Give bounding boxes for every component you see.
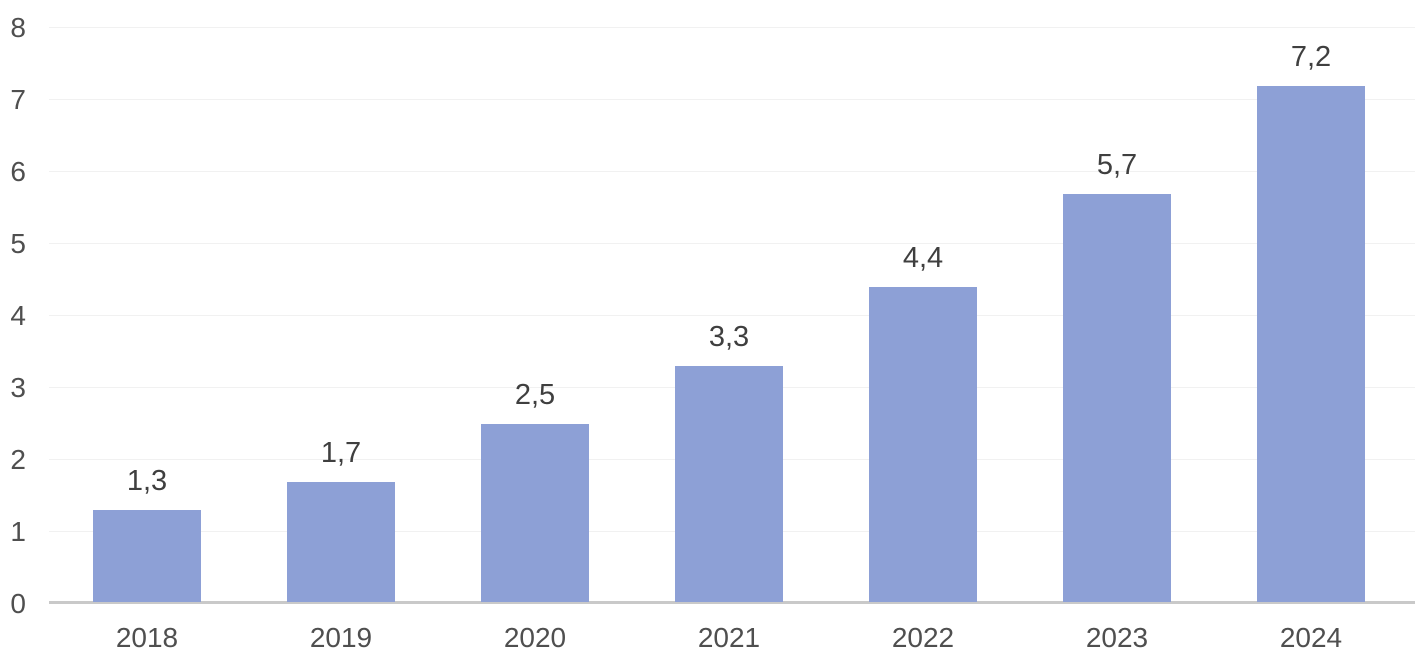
x-tick-label: 2018 [115,622,179,653]
bar-2020 [481,424,589,602]
gridline [49,243,1415,244]
y-tick-label: 2 [10,444,26,475]
y-tick-label: 0 [10,588,26,619]
bar-2023 [1063,193,1171,602]
bar-2019 [287,481,395,602]
x-tick-label: 2020 [503,622,567,653]
bar-value-label: 7,2 [1290,40,1332,73]
y-tick-label: 6 [10,156,26,187]
bar-2018 [93,510,201,602]
x-tick-label: 2023 [1085,622,1149,653]
y-tick-label: 5 [10,228,26,259]
y-tick-label: 4 [10,300,26,331]
bar-value-label: 2,5 [514,379,556,411]
bar-value-label: 5,7 [1096,148,1138,181]
bar-2024 [1257,85,1365,602]
x-tick-label: 2019 [309,622,373,653]
x-tick-label: 2024 [1279,622,1343,653]
gridline [49,315,1415,316]
bar-value-label: 1,7 [320,436,362,469]
y-tick-label: 1 [10,516,26,547]
bar-2021 [675,366,783,602]
bar-2022 [869,287,977,602]
bar-value-label: 1,3 [126,465,168,498]
y-tick-label: 7 [10,84,26,115]
bar-value-label: 3,3 [708,321,750,354]
y-tick-label: 3 [10,372,26,403]
gridline [49,99,1415,100]
y-tick-label: 8 [10,12,26,43]
gridline [49,171,1415,172]
bar-value-label: 4,4 [902,242,944,275]
x-tick-label: 2021 [697,622,761,653]
x-tick-label: 2022 [891,622,955,653]
gridline [49,27,1415,28]
x-axis-line [49,601,1415,604]
